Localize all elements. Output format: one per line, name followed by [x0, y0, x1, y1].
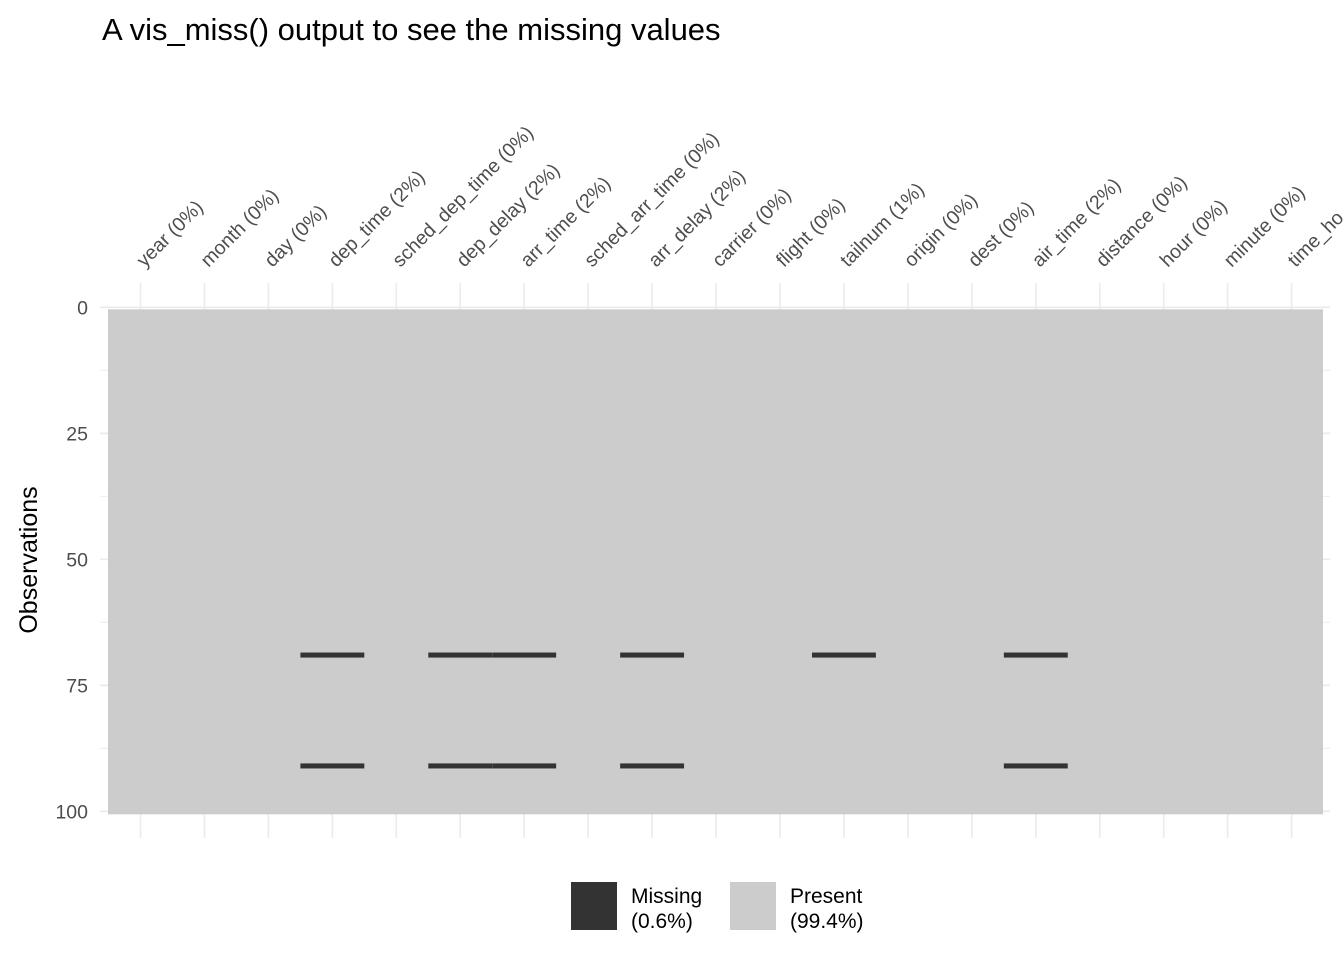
- missing-cell: [428, 652, 493, 658]
- missing-cell: [492, 763, 557, 769]
- y-tick-label: 25: [66, 423, 88, 445]
- x-axis-ticks: year (0%)month (0%)day (0%)dep_time (2%)…: [132, 122, 1344, 272]
- y-tick-label: 50: [66, 549, 88, 571]
- legend: Missing(0.6%) Present(99.4%): [571, 882, 864, 933]
- missing-cell: [1003, 652, 1068, 658]
- missing-cell: [620, 652, 685, 658]
- legend-label-pct: (0.6%): [631, 910, 693, 933]
- missing-cell: [1003, 763, 1068, 769]
- x-tick-label: year (0%): [132, 196, 207, 271]
- missing-cell: [620, 763, 685, 769]
- legend-label-pct: (99.4%): [790, 910, 864, 933]
- y-axis-ticks: 0 25 50 75 100: [55, 297, 88, 823]
- legend-key: [571, 882, 617, 930]
- x-tick-label: time_ho: [1284, 207, 1344, 272]
- missing-cell: [812, 652, 876, 658]
- present-cells: [108, 309, 1323, 815]
- plot-area: [108, 309, 1323, 815]
- y-axis-label: Observations: [15, 486, 43, 633]
- legend-label: Missing: [631, 885, 702, 908]
- y-tick-label: 100: [55, 801, 88, 823]
- chart-title: A vis_miss() output to see the missing v…: [102, 12, 721, 47]
- missing-cell: [300, 652, 365, 658]
- y-tick-label: 0: [77, 297, 88, 319]
- y-tick-label: 75: [66, 675, 88, 697]
- missing-cell: [428, 763, 493, 769]
- legend-key: [730, 882, 776, 930]
- missing-cell: [492, 652, 557, 658]
- missing-cell: [300, 763, 365, 769]
- legend-label: Present: [790, 885, 863, 908]
